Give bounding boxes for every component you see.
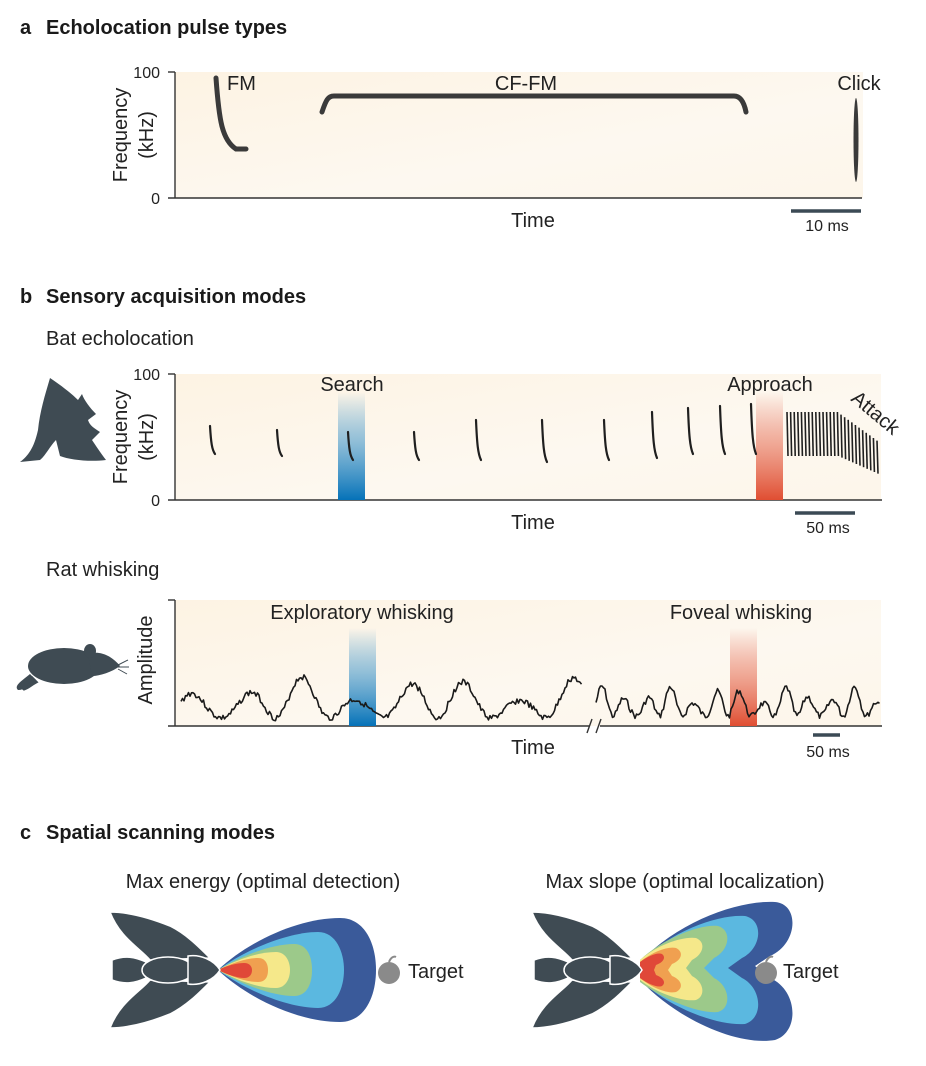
max-slope-title: Max slope (optimal localization) — [545, 871, 824, 893]
bat-call-mark — [208, 424, 217, 456]
bat-call-mark — [718, 404, 727, 456]
click-pulse-trace — [853, 98, 859, 182]
beam-contour-6 — [218, 963, 252, 978]
bat-y-label-1: Frequency — [110, 390, 132, 485]
attack-buzz-call-mark — [833, 411, 836, 457]
attack-buzz-call-mark — [847, 419, 850, 461]
panel-a-y-max: 100 — [133, 65, 160, 82]
attack-buzz-call-mark — [861, 430, 865, 468]
foveal-highlight-bar — [730, 628, 757, 726]
bat-call-mark — [346, 430, 355, 462]
attack-buzz-call-mark — [836, 411, 840, 457]
bat-call-mark — [540, 418, 549, 464]
bat-call-mark — [686, 406, 695, 456]
bat-top-view-left-icon — [108, 911, 221, 1029]
panel-a-y-label-2: (kHz) — [136, 111, 158, 159]
bat-call-sequence — [208, 402, 879, 474]
attack-buzz-call-mark — [818, 411, 822, 457]
attack-buzz-call-mark — [865, 432, 868, 469]
panel-c: c Spatial scanning modes Max energy (opt… — [20, 822, 839, 1041]
exploratory-whisking-label: Exploratory whisking — [270, 602, 453, 624]
attack-buzz-call-mark — [822, 411, 825, 457]
panel-a-plot-background — [175, 72, 863, 198]
panel-b-letter: b — [20, 286, 32, 308]
max-energy-title: Max energy (optimal detection) — [126, 871, 401, 893]
attack-buzz-call-mark — [851, 422, 854, 463]
bat-call-mark — [749, 402, 758, 456]
rat-silhouette-icon — [16, 644, 129, 691]
bat-y-label-2: (kHz) — [136, 413, 158, 461]
fm-pulse-trace — [213, 75, 249, 152]
attack-buzz-call-mark — [825, 411, 829, 457]
bat-call-mark — [474, 418, 483, 462]
bat-silhouette-icon — [20, 378, 106, 462]
approach-highlight-bar — [756, 392, 783, 500]
panel-a-title: Echolocation pulse types — [46, 17, 287, 39]
rat-whisking-heading: Rat whisking — [46, 559, 159, 581]
attack-buzz-call-mark — [843, 417, 847, 460]
attack-buzz-call-mark — [840, 414, 843, 458]
bat-y-max: 100 — [133, 367, 160, 384]
bat-call-mark — [650, 410, 659, 460]
cf-fm-pulse-label: CF-FM — [495, 73, 557, 95]
cf-fm-pulse-trace — [319, 93, 749, 115]
attack-buzz-call-mark — [876, 440, 879, 474]
click-pulse-label: Click — [837, 73, 881, 95]
search-phase-label: Search — [320, 374, 383, 396]
panel-c-title: Spatial scanning modes — [46, 822, 275, 844]
panel-b-title: Sensory acquisition modes — [46, 286, 306, 308]
approach-phase-label: Approach — [727, 374, 813, 396]
bat-x-label: Time — [511, 512, 555, 534]
rat-scale-label: 50 ms — [806, 744, 850, 761]
bat-top-view-right-icon — [530, 911, 643, 1029]
panel-c-letter: c — [20, 822, 31, 844]
exploratory-highlight-bar — [349, 628, 376, 726]
target-left-apple-icon — [378, 955, 400, 984]
target-right-apple-icon — [755, 955, 777, 984]
bat-y-min: 0 — [151, 493, 160, 510]
target-left-label: Target — [408, 961, 464, 983]
max-energy-beam — [218, 918, 376, 1022]
attack-buzz-call-mark — [789, 411, 793, 457]
attack-buzz-call-mark — [811, 411, 814, 457]
panel-a-x-label: Time — [511, 210, 555, 232]
attack-buzz-call-mark — [872, 437, 876, 473]
foveal-whisking-label: Foveal whisking — [670, 602, 812, 624]
attack-buzz-call-mark — [869, 435, 872, 471]
attack-buzz-call-mark — [829, 411, 832, 457]
panel-a-y-min: 0 — [151, 191, 160, 208]
bat-call-mark — [275, 428, 284, 458]
rat-x-label: Time — [511, 737, 555, 759]
attack-buzz-call-mark — [815, 411, 818, 457]
search-highlight-bar — [338, 392, 365, 500]
attack-buzz-call-mark — [804, 411, 807, 457]
bat-call-mark — [412, 430, 421, 462]
panel-b: b Sensory acquisition modes Bat echoloca… — [16, 286, 904, 761]
fm-pulse-label: FM — [227, 73, 256, 95]
target-right-label: Target — [783, 961, 839, 983]
attack-buzz-call-mark — [800, 411, 804, 457]
rat-y-label: Amplitude — [135, 616, 157, 705]
max-slope-beam — [640, 901, 793, 1041]
attack-buzz-call-mark — [797, 411, 800, 457]
attack-buzz-call-mark — [793, 411, 796, 457]
attack-buzz-call-mark — [858, 427, 861, 466]
panel-a: a Echolocation pulse types 100 0 Frequen… — [20, 17, 882, 235]
panel-a-y-label-1: Frequency — [110, 88, 132, 183]
bat-echolocation-heading: Bat echolocation — [46, 328, 194, 350]
attack-buzz-call-mark — [854, 424, 858, 465]
bat-scale-label: 50 ms — [806, 520, 850, 537]
foveal-whisking-trace — [595, 685, 880, 720]
beam-contour-6 — [640, 953, 664, 987]
attack-buzz-call-mark — [786, 411, 789, 457]
bat-call-mark — [602, 418, 611, 462]
exploratory-whisking-trace — [180, 674, 583, 722]
attack-buzz-call-mark — [807, 411, 811, 457]
panel-a-letter: a — [20, 17, 32, 39]
panel-a-scale-label: 10 ms — [805, 218, 849, 235]
